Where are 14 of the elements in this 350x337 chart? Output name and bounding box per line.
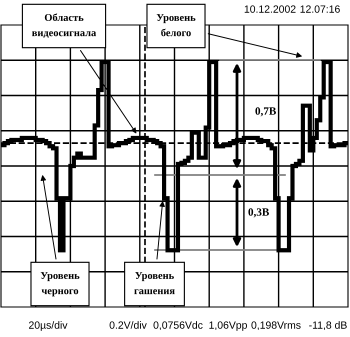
annotation: 0,7В <box>255 107 276 116</box>
text: Уровень белого <box>156 14 196 36</box>
text: 1,06Vpp <box>209 321 247 331</box>
text: 20µs/div <box>29 321 68 331</box>
text: 10.12.2002 <box>244 5 296 13</box>
annotation: 0,3В <box>248 208 269 218</box>
text: Уровень черного <box>40 272 80 296</box>
text: 0.2V/div <box>110 321 147 329</box>
text: Уровень гашения <box>134 272 175 294</box>
text: Область видеосигнала <box>32 13 96 38</box>
text: 12.07:16 <box>300 5 340 13</box>
text: 0,0756Vdc <box>154 321 203 330</box>
text: 0,198Vrms <box>251 321 301 330</box>
text: -11,8 dB <box>309 321 347 330</box>
